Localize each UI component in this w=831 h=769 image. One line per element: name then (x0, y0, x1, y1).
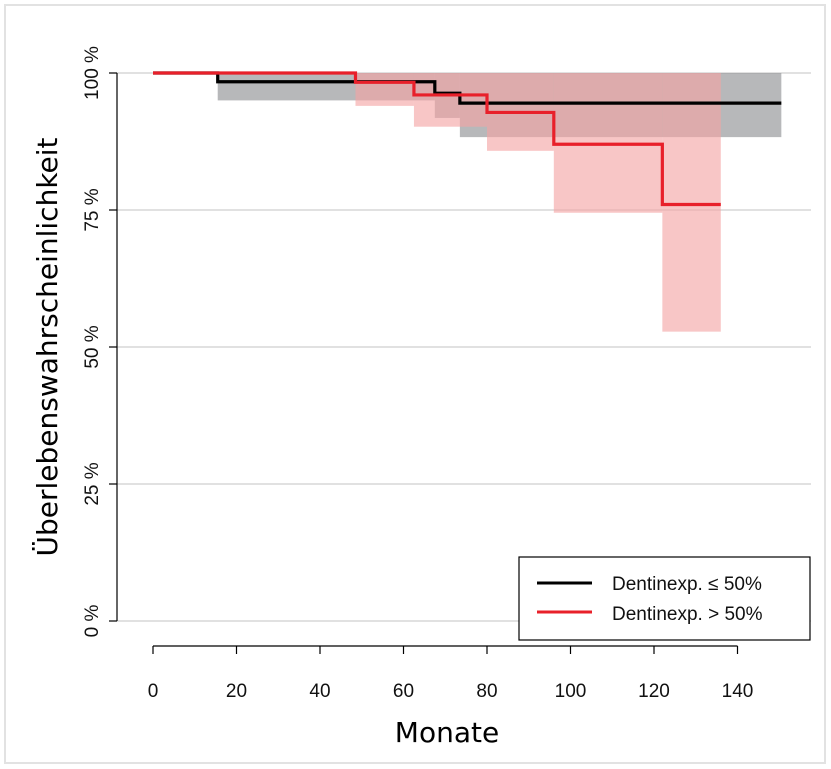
y-tick-label-0: 0 % (82, 605, 103, 638)
y-tick-label-25: 25 % (82, 462, 103, 505)
outer-border (4, 4, 826, 764)
x-tick-label-120: 120 (638, 681, 670, 702)
x-tick-label-140: 140 (722, 681, 754, 702)
y-tick-label-100: 100 % (82, 46, 103, 100)
ci-band-series-2-5 (662, 73, 721, 332)
x-tick-label-80: 80 (476, 681, 497, 702)
x-tick-label-40: 40 (309, 681, 330, 702)
survival-curve-series-2 (153, 71, 721, 207)
survival-curves (153, 71, 782, 207)
legend-box (518, 556, 811, 641)
y-tick-label-75: 75 % (82, 188, 103, 231)
x-tick-label-60: 60 (393, 681, 414, 702)
legend-label-series-2: Dentinexp. > 50% (612, 604, 763, 625)
y-axis-title: Überlebenswahrscheinlichkeit (30, 137, 64, 556)
x-tick-label-100: 100 (555, 681, 587, 702)
axes: 0 % 25 % 50 % 75 % 100 % 0 20 40 60 80 100 120 140 (82, 46, 753, 702)
legend-label-series-1: Dentinexp. ≤ 50% (612, 574, 762, 595)
x-axis-title: Monate (395, 716, 499, 749)
y-tick-label-50: 50 % (82, 325, 103, 368)
x-tick-label-20: 20 (226, 681, 247, 702)
legend: Dentinexp. ≤ 50% Dentinexp. > 50% (518, 556, 811, 641)
x-tick-label-0: 0 (148, 681, 159, 702)
ci-band-series-2-1 (355, 73, 414, 106)
